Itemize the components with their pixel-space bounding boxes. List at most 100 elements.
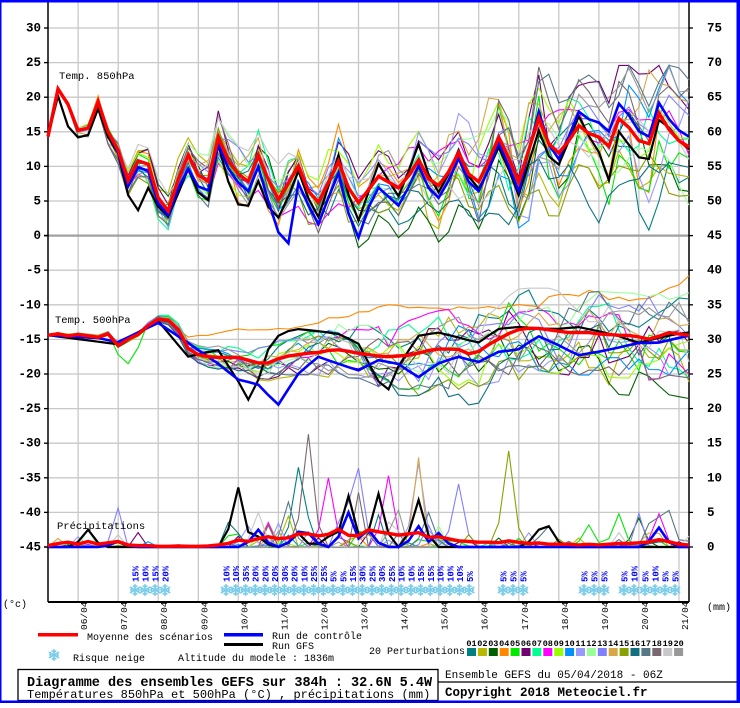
svg-text:08: 08: [543, 639, 553, 649]
svg-text:15%: 15%: [427, 565, 437, 582]
svg-text:(°c): (°c): [3, 599, 27, 611]
svg-text:10: 10: [26, 160, 41, 174]
svg-text:-40: -40: [18, 506, 41, 520]
svg-text:-30: -30: [18, 437, 41, 451]
svg-text:10%: 10%: [456, 565, 466, 582]
svg-text:Précipitations: Précipitations: [57, 521, 145, 533]
svg-text:07: 07: [532, 639, 542, 649]
svg-text:-10: -10: [18, 298, 41, 312]
svg-text:20%: 20%: [261, 565, 271, 582]
svg-text:Copyright 2018 Meteociel.fr: Copyright 2018 Meteociel.fr: [445, 686, 648, 700]
svg-text:25: 25: [707, 368, 722, 382]
svg-text:06: 06: [521, 639, 531, 649]
svg-text:15%: 15%: [349, 565, 359, 582]
svg-text:20%: 20%: [271, 565, 281, 582]
svg-text:10%: 10%: [398, 565, 408, 582]
svg-text:14/04: 14/04: [400, 601, 411, 630]
svg-text:5%: 5%: [339, 571, 349, 582]
svg-text:10%: 10%: [300, 565, 310, 582]
svg-text:17/04: 17/04: [520, 601, 531, 630]
svg-text:20: 20: [26, 91, 41, 105]
svg-text:05: 05: [510, 639, 520, 649]
svg-text:55: 55: [707, 160, 722, 174]
svg-text:20: 20: [673, 639, 683, 649]
svg-text:07/04: 07/04: [119, 601, 130, 630]
svg-text:5%: 5%: [642, 571, 652, 582]
svg-text:12: 12: [586, 639, 596, 649]
svg-text:5%: 5%: [510, 571, 520, 582]
svg-text:30%: 30%: [378, 565, 388, 582]
svg-text:5: 5: [707, 506, 715, 520]
svg-text:10%: 10%: [437, 565, 447, 582]
svg-text:35: 35: [707, 298, 722, 312]
svg-text:45: 45: [707, 229, 722, 243]
svg-text:21/04: 21/04: [680, 601, 691, 630]
svg-text:5%: 5%: [621, 571, 631, 582]
svg-text:25: 25: [26, 56, 41, 70]
svg-text:-25: -25: [18, 402, 41, 416]
svg-text:30%: 30%: [359, 565, 369, 582]
svg-text:0: 0: [33, 229, 41, 243]
svg-text:10: 10: [707, 471, 722, 485]
svg-text:25%: 25%: [310, 565, 320, 582]
svg-text:10/04: 10/04: [239, 601, 250, 630]
svg-text:10%: 10%: [142, 565, 152, 582]
svg-text:15/04: 15/04: [440, 601, 451, 630]
svg-text:-35: -35: [18, 471, 41, 485]
svg-text:Temp. 850hPa: Temp. 850hPa: [59, 71, 135, 83]
svg-text:06/04: 06/04: [79, 601, 90, 630]
svg-text:40: 40: [707, 264, 722, 278]
svg-text:18: 18: [652, 639, 662, 649]
svg-text:Altitude du modele : 1836m: Altitude du modele : 1836m: [178, 653, 334, 665]
svg-text:11: 11: [575, 639, 585, 649]
svg-text:Risque neige: Risque neige: [73, 653, 145, 665]
svg-text:01: 01: [466, 639, 476, 649]
svg-text:20/04: 20/04: [640, 601, 651, 630]
svg-text:5%: 5%: [591, 571, 601, 582]
svg-text:04: 04: [499, 639, 509, 649]
svg-text:15%: 15%: [417, 565, 427, 582]
svg-text:5: 5: [33, 195, 41, 209]
svg-text:03: 03: [488, 639, 498, 649]
svg-text:5%: 5%: [662, 571, 672, 582]
svg-text:5%: 5%: [330, 571, 340, 582]
svg-text:60: 60: [707, 125, 722, 139]
svg-text:19: 19: [663, 639, 673, 649]
svg-text:10%: 10%: [446, 565, 456, 582]
svg-text:20: 20: [707, 402, 722, 416]
svg-text:20 Perturbations: 20 Perturbations: [369, 646, 465, 658]
svg-text:5%: 5%: [500, 571, 510, 582]
svg-text:15%: 15%: [132, 565, 142, 582]
svg-text:15: 15: [707, 437, 722, 451]
svg-text:16: 16: [630, 639, 640, 649]
svg-text:10%: 10%: [223, 565, 233, 582]
svg-text:0: 0: [707, 541, 715, 555]
svg-text:18/04: 18/04: [560, 601, 571, 630]
svg-text:15%: 15%: [152, 565, 162, 582]
svg-text:65: 65: [707, 91, 722, 105]
svg-text:50: 50: [707, 195, 722, 209]
svg-text:08/04: 08/04: [159, 601, 170, 630]
svg-text:14: 14: [608, 639, 618, 649]
svg-text:5%: 5%: [672, 571, 682, 582]
svg-text:10%: 10%: [652, 565, 662, 582]
svg-text:10%: 10%: [232, 565, 242, 582]
svg-text:13: 13: [597, 639, 607, 649]
svg-text:5%: 5%: [520, 571, 530, 582]
svg-text:19/04: 19/04: [600, 601, 611, 630]
svg-text:30: 30: [707, 333, 722, 347]
svg-text:Run GFS: Run GFS: [272, 642, 314, 653]
svg-text:35%: 35%: [242, 565, 252, 582]
svg-text:20%: 20%: [162, 565, 172, 582]
svg-text:-45: -45: [18, 541, 41, 555]
svg-text:-15: -15: [18, 333, 41, 347]
svg-text:15: 15: [26, 125, 41, 139]
svg-text:5%: 5%: [581, 571, 591, 582]
svg-text:Moyenne des scénarios: Moyenne des scénarios: [87, 632, 213, 644]
svg-text:75: 75: [707, 22, 722, 36]
svg-text:-20: -20: [18, 368, 41, 382]
svg-text:30%: 30%: [281, 565, 291, 582]
svg-text:-5: -5: [26, 264, 41, 278]
svg-text:20%: 20%: [291, 565, 301, 582]
svg-text:10: 10: [564, 639, 574, 649]
